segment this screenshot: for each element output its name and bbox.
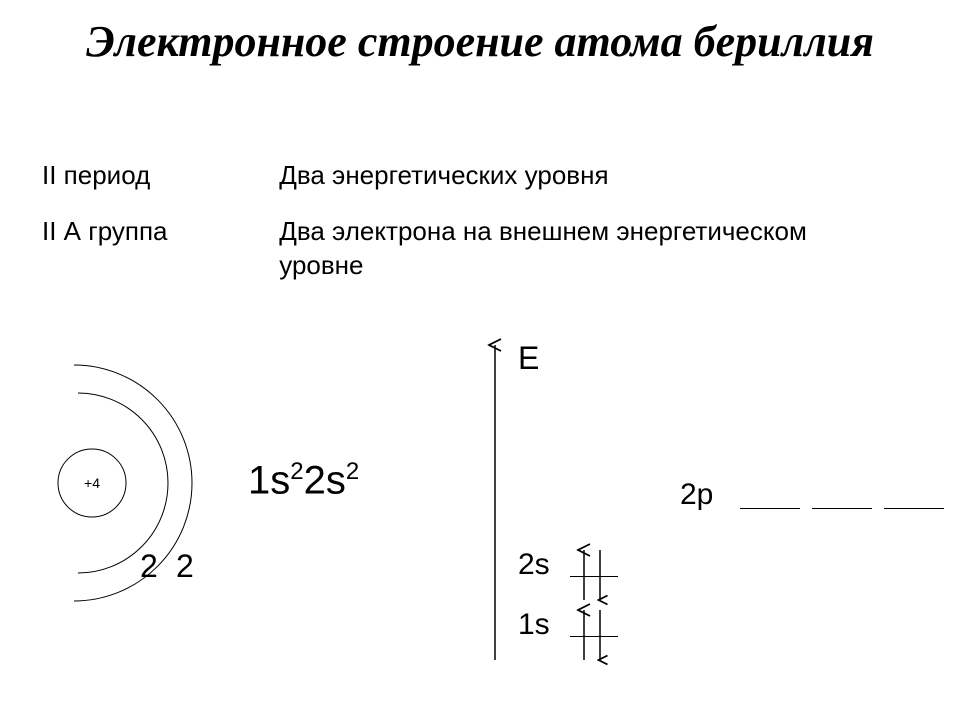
orbital-2s-slot — [570, 576, 618, 577]
orbital-1s-slot — [570, 636, 618, 637]
energy-diagram: E 1s 2s 2p — [0, 0, 960, 720]
orbital-2p-slot-2 — [812, 508, 872, 509]
orbital-2p-slot-3 — [884, 508, 944, 509]
orbital-2s-label: 2s — [518, 548, 550, 582]
energy-axis-label: E — [518, 340, 539, 377]
orbital-2p-label: 2p — [680, 478, 713, 512]
orbital-2p-slot-1 — [740, 508, 800, 509]
orbital-1s-label: 1s — [518, 608, 550, 642]
